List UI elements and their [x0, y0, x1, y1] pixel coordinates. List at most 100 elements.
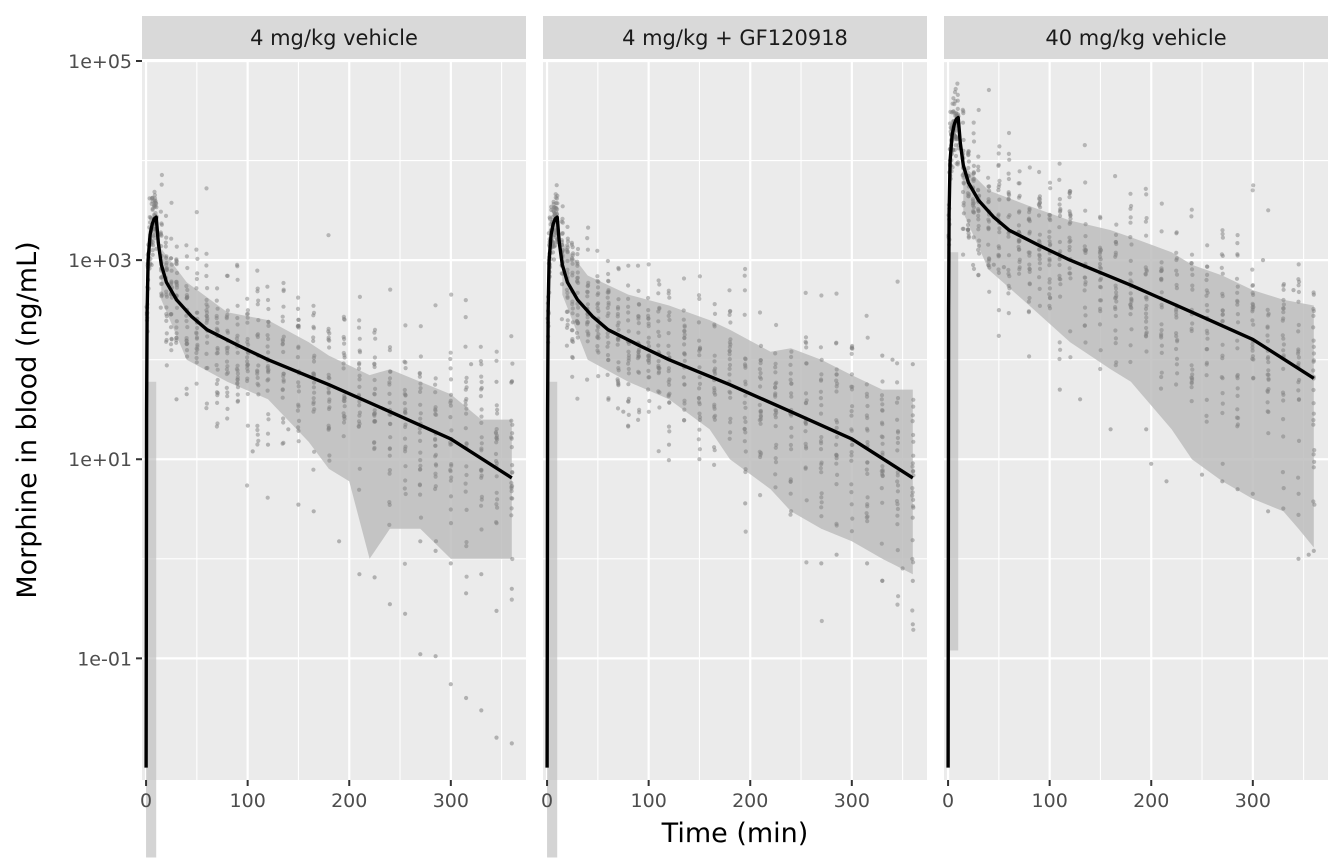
- data-point: [245, 312, 250, 317]
- data-point: [682, 336, 687, 341]
- data-point: [169, 236, 174, 241]
- data-point: [696, 437, 701, 442]
- data-point: [727, 344, 733, 350]
- data-point: [1098, 257, 1103, 262]
- data-point: [728, 390, 733, 395]
- data-point: [387, 446, 392, 452]
- data-point: [697, 415, 703, 420]
- data-point: [626, 412, 631, 417]
- y-tick-label: 1e+01: [68, 449, 132, 471]
- data-point: [281, 280, 286, 286]
- data-point: [296, 317, 301, 322]
- data-point: [184, 254, 189, 259]
- data-point: [1266, 360, 1271, 365]
- data-point: [971, 131, 976, 136]
- data-point: [463, 426, 468, 431]
- data-point: [697, 375, 702, 380]
- data-point: [418, 492, 423, 497]
- data-point: [986, 87, 992, 93]
- data-point: [742, 400, 747, 405]
- data-point: [194, 381, 199, 386]
- data-point: [1057, 387, 1062, 392]
- data-point: [626, 353, 632, 358]
- data-point: [865, 519, 870, 524]
- data-point: [727, 357, 732, 362]
- data-point: [433, 539, 439, 544]
- data-point: [804, 345, 809, 350]
- data-point: [849, 490, 854, 495]
- data-point: [1017, 181, 1022, 186]
- data-point: [788, 362, 793, 367]
- data-point: [266, 377, 271, 382]
- data-point: [1296, 347, 1301, 352]
- data-point: [712, 406, 717, 411]
- data-point: [1250, 267, 1255, 272]
- median-prediction-line: [545, 215, 914, 768]
- data-point: [1047, 257, 1052, 262]
- data-point: [682, 382, 687, 387]
- data-point: [575, 278, 580, 284]
- data-point: [712, 353, 717, 358]
- data-point: [215, 367, 220, 372]
- data-point: [712, 302, 717, 307]
- data-point: [818, 389, 824, 394]
- data-point: [788, 371, 793, 376]
- data-point: [255, 286, 260, 291]
- data-point: [281, 371, 286, 376]
- data-point: [849, 428, 854, 433]
- data-point: [636, 321, 641, 326]
- data-point: [834, 384, 839, 389]
- data-point: [657, 305, 662, 310]
- data-point: [880, 353, 885, 358]
- data-point: [1281, 283, 1286, 288]
- data-point: [1083, 208, 1088, 213]
- data-point: [478, 344, 483, 349]
- data-point: [256, 363, 261, 368]
- data-point: [509, 435, 514, 440]
- data-point: [1144, 295, 1149, 300]
- data-point: [996, 244, 1001, 249]
- data-point: [266, 336, 271, 342]
- data-point: [560, 231, 565, 236]
- data-point: [194, 286, 199, 291]
- data-point: [773, 351, 778, 356]
- data-point: [1296, 262, 1301, 267]
- data-point: [606, 397, 611, 402]
- data-point: [728, 395, 733, 400]
- data-point: [575, 396, 580, 401]
- data-point: [900, 566, 905, 571]
- data-point: [168, 325, 174, 330]
- data-point: [281, 334, 286, 339]
- data-point: [1016, 195, 1022, 200]
- data-point: [478, 394, 483, 399]
- data-point: [970, 203, 976, 208]
- data-point: [235, 264, 240, 269]
- data-point: [256, 438, 261, 443]
- data-point: [1068, 329, 1073, 334]
- data-point: [565, 267, 570, 272]
- data-point: [773, 424, 778, 429]
- data-point: [1144, 330, 1149, 335]
- data-point: [1143, 186, 1148, 191]
- data-point: [204, 351, 209, 356]
- data-point: [1037, 275, 1042, 280]
- data-point: [1235, 424, 1240, 429]
- data-point: [1235, 284, 1240, 289]
- data-point: [1159, 201, 1164, 206]
- data-point: [636, 370, 642, 375]
- data-point: [596, 336, 601, 341]
- data-point: [1251, 305, 1256, 310]
- data-point: [326, 337, 331, 342]
- data-point: [742, 426, 747, 431]
- data-point: [667, 382, 672, 387]
- data-point: [235, 277, 240, 282]
- data-point: [245, 355, 250, 360]
- data-point: [194, 350, 199, 356]
- data-point: [1235, 253, 1240, 258]
- data-point: [966, 165, 971, 171]
- data-point: [1006, 130, 1012, 136]
- data-point: [804, 560, 809, 565]
- data-point: [1047, 229, 1052, 234]
- data-point: [373, 336, 378, 341]
- data-point: [1027, 207, 1032, 212]
